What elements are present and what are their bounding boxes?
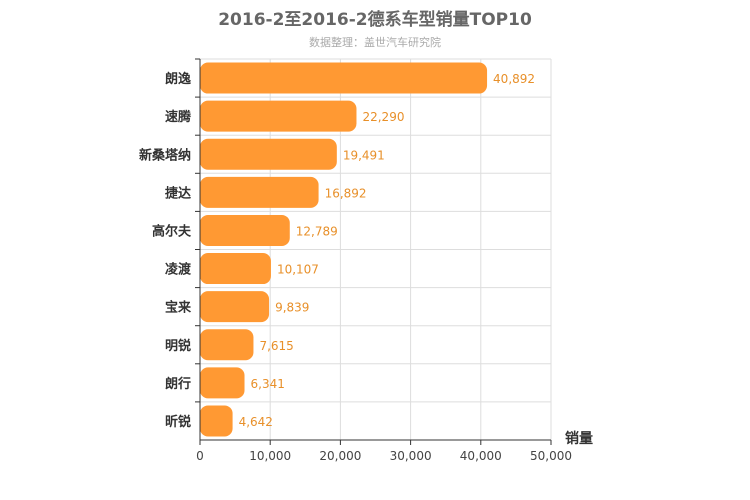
bar — [200, 329, 254, 361]
bars — [200, 62, 488, 437]
y-category-label: 高尔夫 — [152, 223, 192, 239]
x-tick-label: 50,000 — [530, 449, 572, 463]
value-label: 10,107 — [277, 263, 319, 277]
value-label: 12,789 — [296, 224, 338, 238]
value-label: 9,839 — [275, 301, 309, 315]
bar — [200, 367, 245, 399]
y-category-label: 明锐 — [165, 338, 191, 354]
value-label: 40,892 — [493, 72, 535, 86]
y-category-label: 朗逸 — [165, 71, 191, 87]
value-label: 19,491 — [343, 148, 385, 162]
y-category-label: 新桑塔纳 — [139, 147, 191, 163]
bar — [200, 62, 488, 94]
bar — [200, 253, 271, 285]
x-tick-label: 40,000 — [460, 449, 502, 463]
bar — [200, 138, 337, 170]
x-axis-ticks: 0 10,000 20,000 30,000 40,000 50,000 — [196, 440, 572, 463]
value-label: 22,290 — [362, 110, 404, 124]
bar — [200, 405, 233, 437]
y-category-label: 捷达 — [165, 185, 191, 201]
chart-title: 2016-2至2016-2德系车型销量TOP10 — [218, 10, 532, 30]
y-category-label: 凌渡 — [165, 262, 192, 278]
x-tick-label: 30,000 — [390, 449, 432, 463]
x-axis-title: 销量 — [565, 430, 593, 447]
value-label: 7,615 — [259, 339, 293, 353]
bar — [200, 176, 319, 208]
y-category-label: 宝来 — [165, 300, 192, 316]
bar — [200, 291, 270, 323]
x-tick-label: 20,000 — [319, 449, 361, 463]
x-tick-label: 10,000 — [249, 449, 291, 463]
value-labels: 40,892 22,290 19,491 16,892 12,789 10,107 9,83… — [239, 72, 535, 429]
chart-subtitle: 数据整理：盖世汽车研究院 — [309, 36, 441, 49]
x-tick-label: 0 — [196, 449, 204, 463]
y-category-label: 朗行 — [165, 376, 191, 392]
value-label: 4,642 — [239, 415, 273, 429]
value-label: 16,892 — [325, 186, 367, 200]
bar — [200, 214, 290, 246]
y-category-label: 速腾 — [165, 109, 192, 125]
value-label: 6,341 — [251, 377, 285, 391]
y-category-label: 昕锐 — [165, 414, 191, 430]
bar — [200, 100, 357, 132]
